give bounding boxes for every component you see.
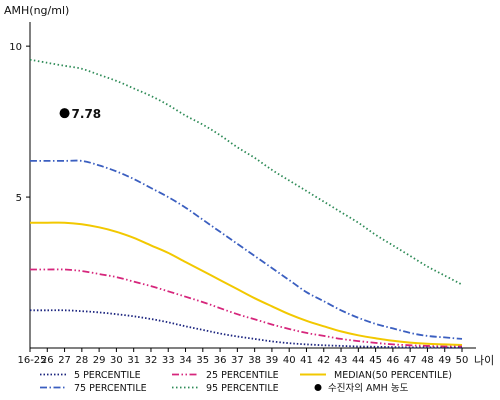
x-tick-label: 35 xyxy=(196,355,209,366)
x-tick-label: 49 xyxy=(438,355,451,366)
y-tick-label: 10 xyxy=(9,42,22,53)
patient-amh-point xyxy=(59,108,70,119)
patient-marker: 7.78 xyxy=(59,107,102,121)
chart-axes: AMH(ng/ml) 나이 xyxy=(4,4,494,367)
legend-label-median-50-percentile: MEDIAN(50 PERCENTILE) xyxy=(334,370,452,381)
x-tick-label: 45 xyxy=(369,355,382,366)
series-line-median-50-percentile xyxy=(29,221,463,346)
x-tick-label: 38 xyxy=(248,355,261,366)
series-line-25-percentile xyxy=(29,268,463,348)
x-tick-label: 47 xyxy=(404,355,417,366)
x-tick-label: 36 xyxy=(214,355,227,366)
x-tick-label: 30 xyxy=(110,355,123,366)
x-tick-label: 28 xyxy=(75,355,88,366)
legend-label-75-percentile: 75 PERCENTILE xyxy=(74,383,147,394)
legend-label-amh: 수진자의 AMH 농도 xyxy=(328,383,409,394)
x-tick-label: 44 xyxy=(352,355,365,366)
x-tick-label: 33 xyxy=(162,355,175,366)
series-line-95-percentile xyxy=(29,58,463,286)
x-tick-label: 43 xyxy=(335,355,348,366)
legend: 5 PERCENTILE 25 PERCENTILE MEDIAN(50 PERCE… xyxy=(40,370,452,394)
y-axis-label: AMH(ng/ml) xyxy=(4,4,69,17)
x-tick-label: 48 xyxy=(421,355,434,366)
x-tick-label: 32 xyxy=(145,355,158,366)
x-tick-label: 29 xyxy=(93,355,106,366)
x-tick-label: 27 xyxy=(58,355,71,366)
legend-label-25-percentile: 25 PERCENTILE xyxy=(206,370,279,381)
x-tick-label: 26 xyxy=(41,355,54,366)
x-tick-label: 40 xyxy=(283,355,296,366)
y-ticks: 5 10 xyxy=(9,42,30,204)
y-tick-label: 5 xyxy=(16,193,22,204)
legend-label-5-percentile: 5 PERCENTILE xyxy=(74,370,141,381)
patient-amh-value: 7.78 xyxy=(72,107,102,121)
x-tick-label: 46 xyxy=(387,355,400,366)
legend-swatch-patient xyxy=(314,384,322,391)
series-line-75-percentile xyxy=(29,159,463,340)
legend-label-95-percentile: 95 PERCENTILE xyxy=(206,383,279,394)
x-tick-label: 31 xyxy=(127,355,140,366)
series-line-5-percentile xyxy=(29,309,463,349)
x-tick-label: 37 xyxy=(231,355,244,366)
series-lines xyxy=(29,58,463,349)
x-tick-label: 39 xyxy=(266,355,279,366)
x-axis-label: 나이 xyxy=(474,354,494,367)
x-tick-label: 34 xyxy=(179,355,192,366)
x-tick-label: 41 xyxy=(300,355,313,366)
x-tick-label: 50 xyxy=(456,355,469,366)
x-tick-label: 16-25 xyxy=(17,355,46,366)
x-tick-label: 42 xyxy=(317,355,330,366)
